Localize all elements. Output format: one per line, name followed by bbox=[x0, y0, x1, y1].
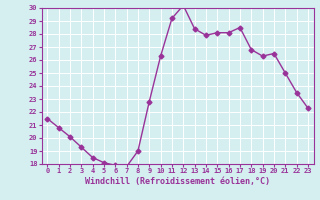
X-axis label: Windchill (Refroidissement éolien,°C): Windchill (Refroidissement éolien,°C) bbox=[85, 177, 270, 186]
